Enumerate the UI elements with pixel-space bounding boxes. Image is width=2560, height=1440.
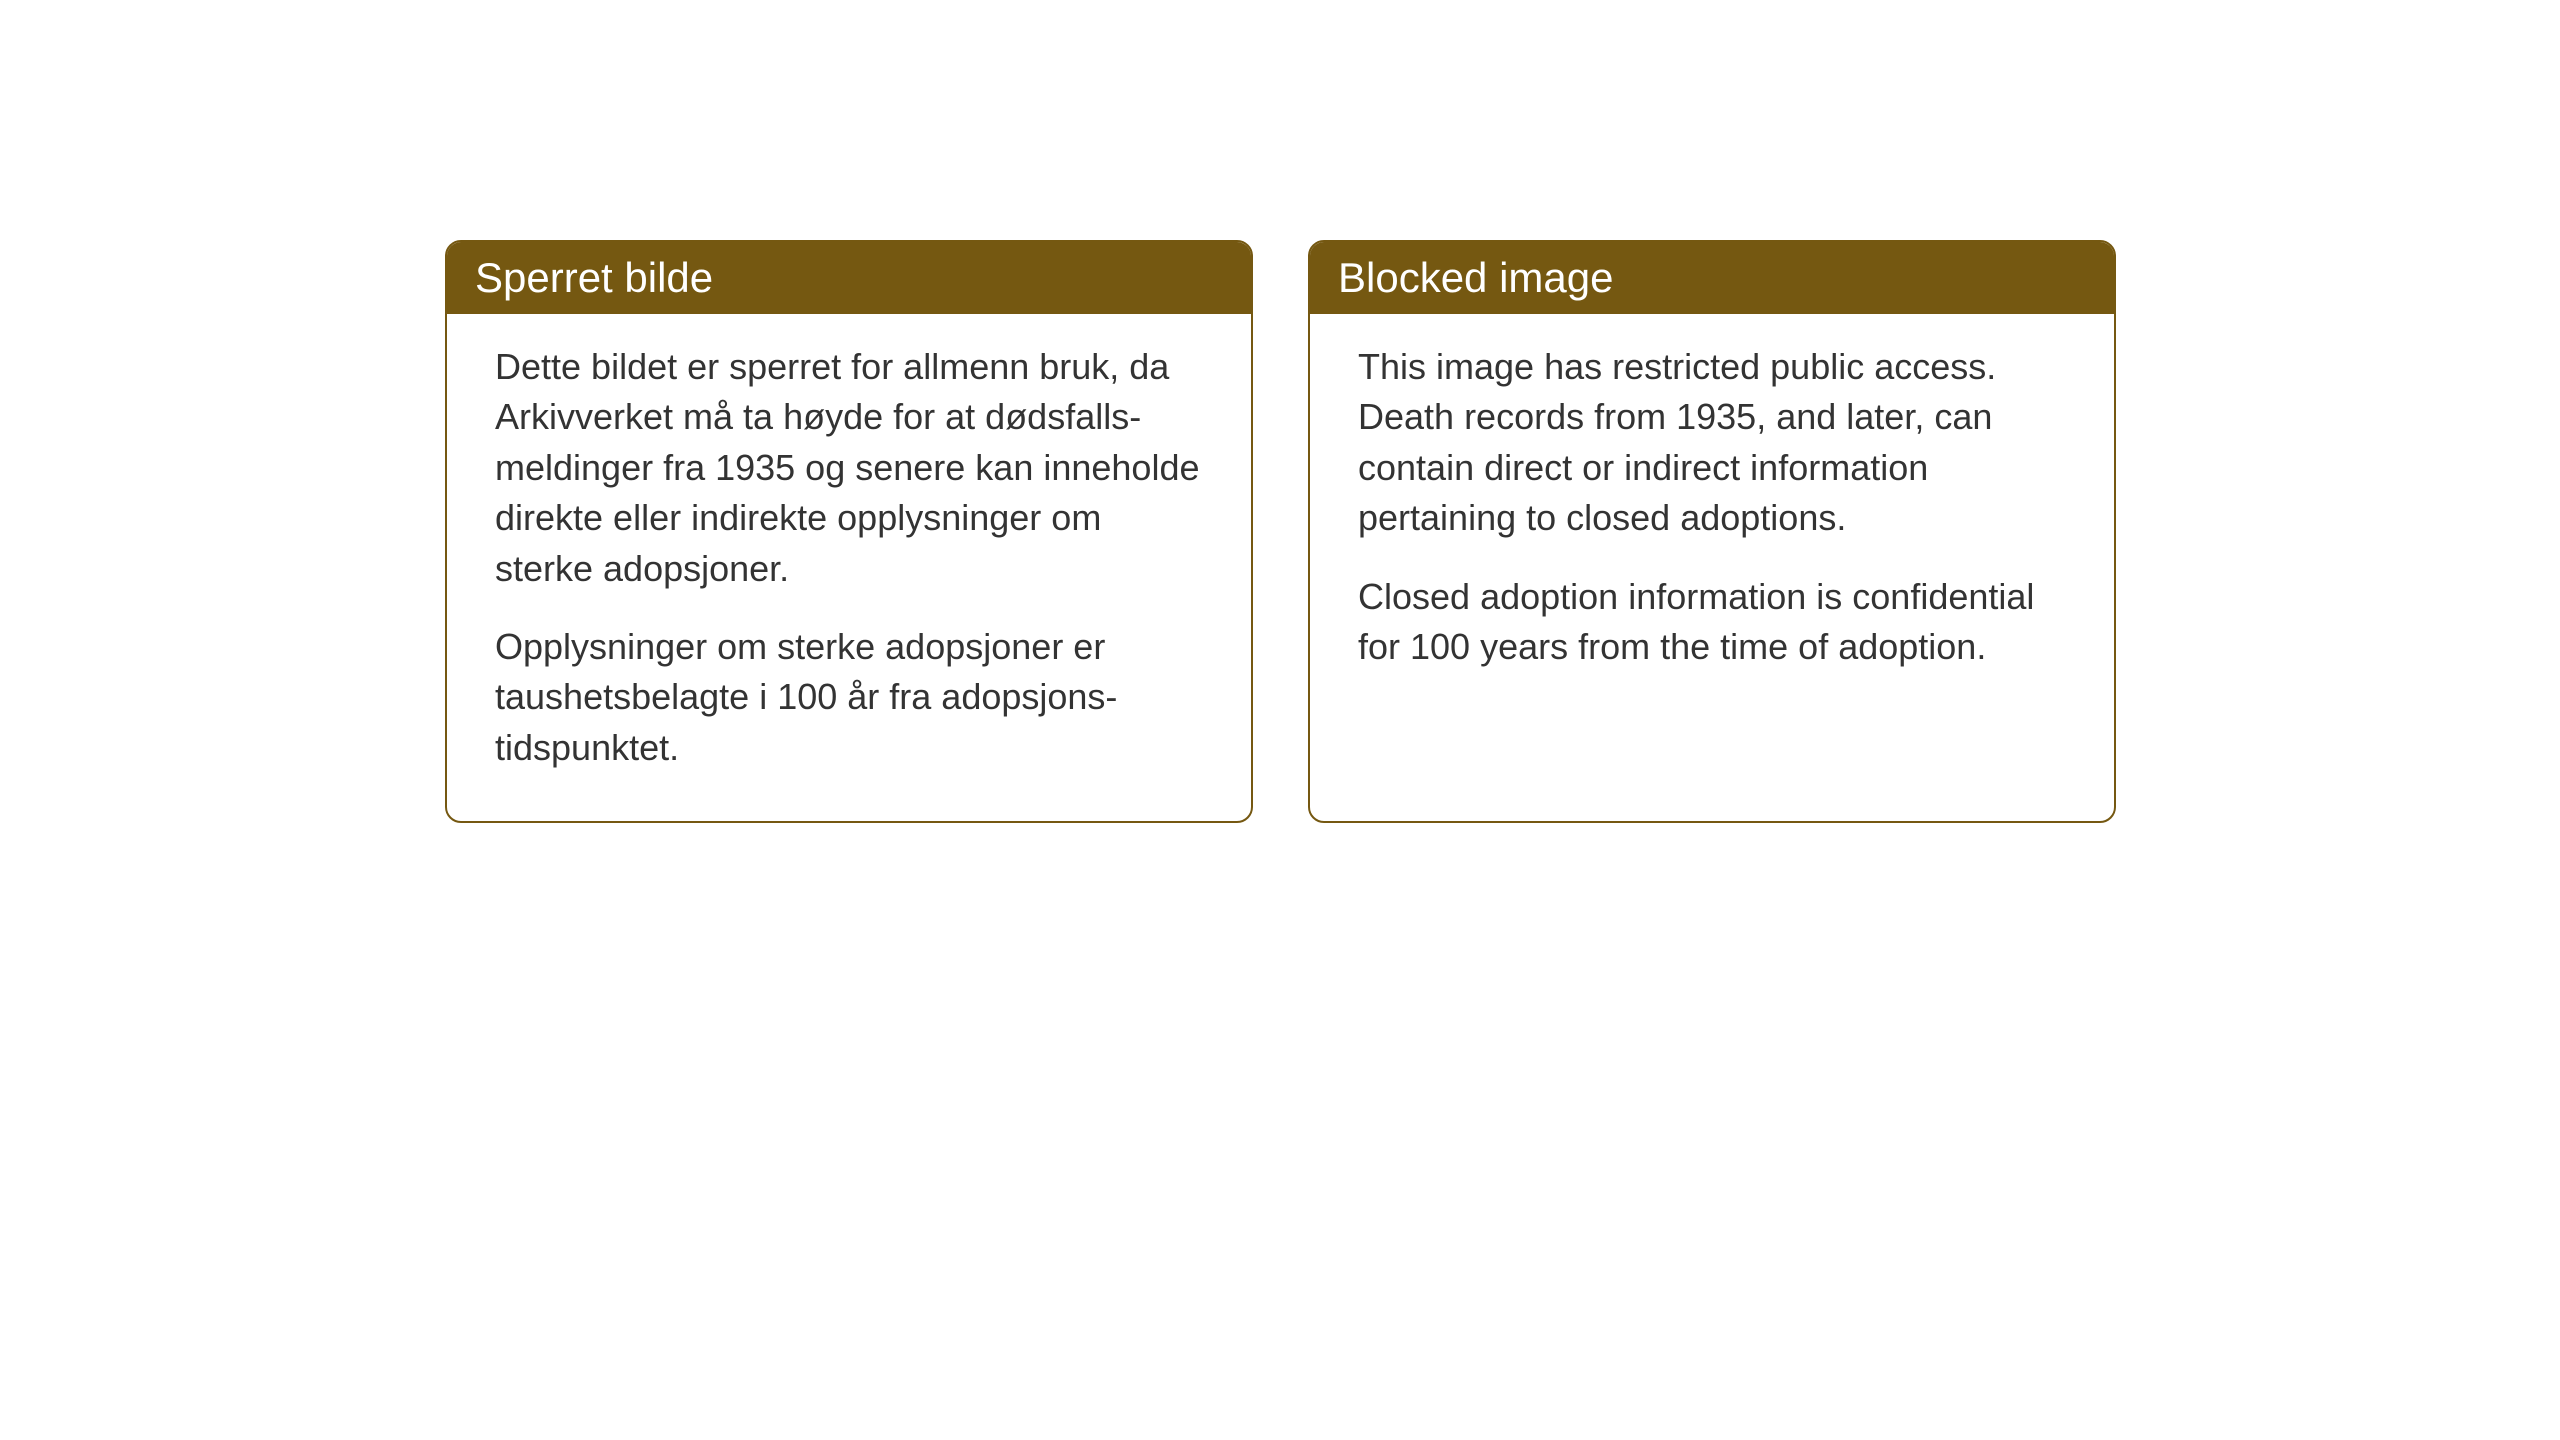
cards-container: Sperret bilde Dette bildet er sperret fo… <box>445 240 2116 823</box>
card-english: Blocked image This image has restricted … <box>1308 240 2116 823</box>
card-paragraph-2-english: Closed adoption information is confident… <box>1358 572 2066 673</box>
card-norwegian: Sperret bilde Dette bildet er sperret fo… <box>445 240 1253 823</box>
card-title-english: Blocked image <box>1338 254 1613 301</box>
card-paragraph-1-norwegian: Dette bildet er sperret for allmenn bruk… <box>495 342 1203 594</box>
card-paragraph-2-norwegian: Opplysninger om sterke adopsjoner er tau… <box>495 622 1203 773</box>
card-header-norwegian: Sperret bilde <box>447 242 1251 314</box>
card-body-norwegian: Dette bildet er sperret for allmenn bruk… <box>447 314 1251 821</box>
card-body-english: This image has restricted public access.… <box>1310 314 2114 720</box>
card-title-norwegian: Sperret bilde <box>475 254 713 301</box>
card-paragraph-1-english: This image has restricted public access.… <box>1358 342 2066 544</box>
card-header-english: Blocked image <box>1310 242 2114 314</box>
